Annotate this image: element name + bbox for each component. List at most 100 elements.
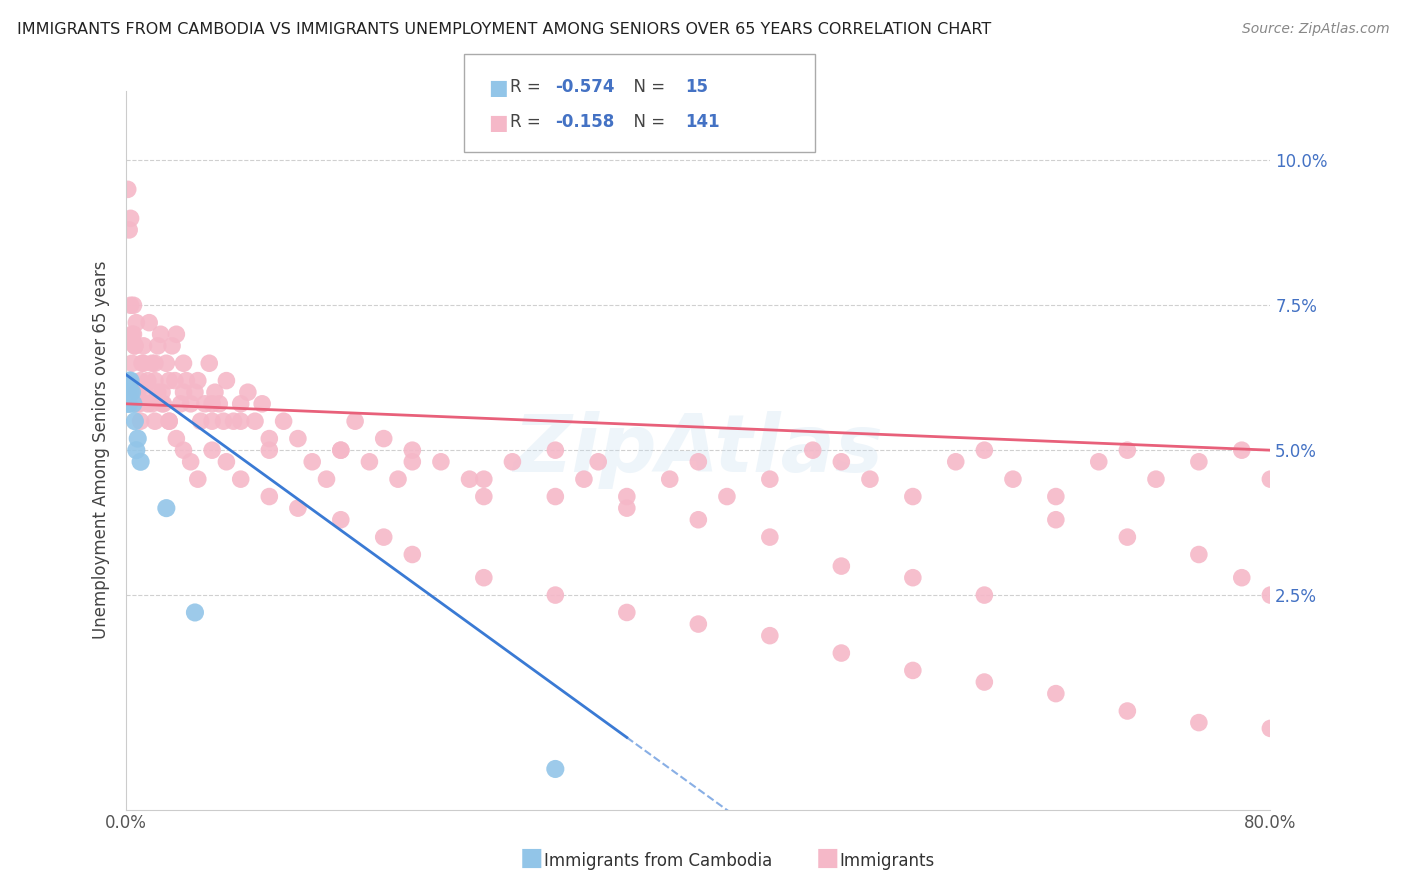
Point xyxy=(544,443,567,458)
Point xyxy=(204,385,226,400)
Point xyxy=(586,455,609,469)
Point xyxy=(688,455,710,469)
Point xyxy=(201,414,224,428)
Point xyxy=(150,397,173,411)
Point xyxy=(173,385,195,400)
Point xyxy=(187,472,209,486)
Y-axis label: Unemployment Among Seniors over 65 years: Unemployment Among Seniors over 65 years xyxy=(93,261,110,640)
Point xyxy=(155,501,177,516)
Point xyxy=(212,414,235,428)
Point xyxy=(143,374,166,388)
Point xyxy=(125,316,148,330)
Point xyxy=(127,385,149,400)
Point xyxy=(973,675,995,690)
Point xyxy=(1116,704,1139,718)
Point xyxy=(1087,455,1109,469)
Point xyxy=(501,455,523,469)
Point xyxy=(118,223,141,237)
Point xyxy=(945,455,967,469)
Point xyxy=(141,356,163,370)
Point xyxy=(180,397,202,411)
Point xyxy=(169,397,191,411)
Point xyxy=(688,617,710,632)
Point xyxy=(458,472,481,486)
Text: N =: N = xyxy=(623,78,671,95)
Point xyxy=(544,762,567,776)
Text: ■: ■ xyxy=(488,78,508,97)
Point xyxy=(141,397,163,411)
Point xyxy=(127,397,149,411)
Text: IMMIGRANTS FROM CAMBODIA VS IMMIGRANTS UNEMPLOYMENT AMONG SENIORS OVER 65 YEARS : IMMIGRANTS FROM CAMBODIA VS IMMIGRANTS U… xyxy=(17,22,991,37)
Point xyxy=(125,443,148,458)
Point xyxy=(287,501,309,516)
Point xyxy=(1188,548,1211,562)
Point xyxy=(201,443,224,458)
Point xyxy=(287,432,309,446)
Point xyxy=(901,490,924,504)
Point xyxy=(544,588,567,602)
Point xyxy=(129,455,152,469)
Point xyxy=(401,548,423,562)
Point xyxy=(472,571,495,585)
Point xyxy=(134,385,156,400)
Point xyxy=(215,374,238,388)
Point xyxy=(136,374,159,388)
Text: Immigrants: Immigrants xyxy=(839,852,935,870)
Point xyxy=(359,455,381,469)
Text: N =: N = xyxy=(623,113,671,131)
Point xyxy=(132,339,155,353)
Point xyxy=(329,443,352,458)
Point xyxy=(373,432,395,446)
Point xyxy=(859,472,882,486)
Point xyxy=(146,385,169,400)
Point xyxy=(688,513,710,527)
Point xyxy=(190,414,212,428)
Point xyxy=(138,316,160,330)
Point xyxy=(184,385,207,400)
Point xyxy=(544,490,567,504)
Point xyxy=(157,414,180,428)
Point xyxy=(273,414,295,428)
Point xyxy=(243,414,266,428)
Point xyxy=(124,414,146,428)
Point xyxy=(1188,455,1211,469)
Point xyxy=(160,339,183,353)
Point xyxy=(127,432,149,446)
Point xyxy=(259,490,281,504)
Point xyxy=(259,432,281,446)
Point xyxy=(1260,472,1282,486)
Point xyxy=(194,397,217,411)
Text: ■: ■ xyxy=(815,846,839,870)
Point xyxy=(1116,443,1139,458)
Point xyxy=(373,530,395,544)
Point xyxy=(117,385,139,400)
Point xyxy=(1230,571,1253,585)
Point xyxy=(472,490,495,504)
Point xyxy=(901,571,924,585)
Point xyxy=(973,443,995,458)
Point xyxy=(120,385,142,400)
Point xyxy=(173,443,195,458)
Point xyxy=(229,414,252,428)
Text: Immigrants from Cambodia: Immigrants from Cambodia xyxy=(544,852,772,870)
Text: ■: ■ xyxy=(520,846,544,870)
Point xyxy=(1260,722,1282,736)
Point xyxy=(124,339,146,353)
Point xyxy=(122,298,145,312)
Point xyxy=(830,559,852,574)
Point xyxy=(143,414,166,428)
Point xyxy=(184,606,207,620)
Point xyxy=(187,374,209,388)
Point xyxy=(208,397,231,411)
Point xyxy=(173,356,195,370)
Point xyxy=(401,443,423,458)
Point xyxy=(122,397,145,411)
Point xyxy=(152,397,174,411)
Point xyxy=(1230,443,1253,458)
Point xyxy=(329,513,352,527)
Point xyxy=(759,472,782,486)
Point xyxy=(125,385,148,400)
Point xyxy=(830,455,852,469)
Point xyxy=(250,397,273,411)
Point xyxy=(149,327,172,342)
